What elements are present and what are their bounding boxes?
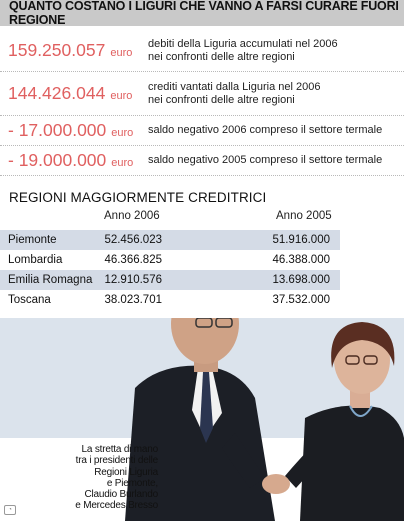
amount-unit: euro	[111, 126, 134, 139]
region-name: Emilia Romagna	[8, 274, 93, 286]
desc-line: debiti della Liguria accumulati nel 2006	[148, 37, 338, 50]
region-name: Toscana	[8, 294, 51, 306]
amount-unit: euro	[110, 46, 133, 59]
desc-line: crediti vantati dalla Liguria nel 2006	[148, 80, 321, 93]
photo-caption: La stretta di mano tra i presidenti dell…	[38, 444, 158, 512]
value-2005: 13.698.000	[272, 274, 330, 286]
table-row: Toscana 38.023.701 37.532.000	[0, 290, 340, 310]
page-header: QUANTO COSTANO I LIGURI CHE VANNO A FARS…	[0, 0, 404, 27]
column-header-2005: Anno 2005	[276, 210, 332, 222]
table-title: REGIONI MAGGIORMENTE CREDITRICI	[9, 190, 267, 205]
caption-line: e Piemonte,	[106, 477, 158, 489]
value-2005: 51.916.000	[272, 234, 330, 246]
clasped-hands	[262, 474, 290, 494]
amount-value: 144.426.044	[8, 83, 106, 103]
amount-unit: euro	[110, 89, 133, 102]
amount-value: - 19.000.000	[8, 150, 107, 170]
stat-description: saldo negativo 2005 compreso il settore …	[148, 146, 382, 175]
caption-line: Claudio Burlando	[84, 489, 158, 501]
publisher-logo-icon: ◔	[4, 505, 16, 515]
stat-description: debiti della Liguria accumulati nel 2006…	[148, 30, 338, 71]
stat-row-saldo-2006: - 17.000.000 euro saldo negativo 2006 co…	[0, 116, 404, 146]
stat-amount: - 19.000.000 euro	[8, 146, 133, 175]
handshake-illustration	[125, 318, 404, 521]
value-2006: 52.456.023	[104, 234, 162, 246]
stat-amount: 144.426.044 euro	[8, 72, 132, 115]
stat-row-crediti: 144.426.044 euro crediti vantati dalla L…	[0, 72, 404, 116]
stat-description: saldo negativo 2006 compreso il settore …	[148, 116, 382, 145]
header-title: QUANTO COSTANO I LIGURI CHE VANNO A FARS…	[9, 0, 399, 27]
caption-line: tra i presidenti delle	[75, 455, 159, 467]
woman-figure	[285, 322, 404, 521]
stat-row-debiti: 159.250.057 euro debiti della Liguria ac…	[0, 30, 404, 72]
table-row: Emilia Romagna 12.910.576 13.698.000	[0, 270, 340, 290]
amount-value: - 17.000.000	[8, 120, 107, 140]
man-figure	[125, 318, 275, 521]
amount-value: 159.250.057	[8, 40, 106, 60]
region-name: Lombardia	[8, 254, 63, 266]
caption-line: e Mercedes Bresso	[75, 500, 158, 512]
caption-line: La stretta di mano	[81, 444, 159, 455]
handshake-photo	[0, 318, 404, 521]
desc-line: nei confronti delle altre regioni	[148, 50, 295, 63]
value-2006: 38.023.701	[104, 294, 162, 306]
table-row: Piemonte 52.456.023 51.916.000	[0, 230, 340, 250]
value-2005: 46.388.000	[272, 254, 330, 266]
table-row: Lombardia 46.366.825 46.388.000	[0, 250, 340, 270]
desc-line: saldo negativo 2005 compreso il settore …	[148, 154, 383, 166]
stat-description: crediti vantati dalla Liguria nel 2006 n…	[148, 72, 320, 115]
stat-amount: 159.250.057 euro	[8, 30, 132, 71]
value-2005: 37.532.000	[272, 294, 330, 306]
value-2006: 12.910.576	[104, 274, 162, 286]
column-header-2006: Anno 2006	[104, 210, 160, 222]
region-name: Piemonte	[8, 234, 57, 246]
stat-row-saldo-2005: - 19.000.000 euro saldo negativo 2005 co…	[0, 146, 404, 176]
desc-line: nei confronti delle altre regioni	[148, 93, 295, 106]
stat-amount: - 17.000.000 euro	[8, 116, 133, 145]
value-2006: 46.366.825	[104, 254, 162, 266]
amount-unit: euro	[111, 156, 134, 169]
desc-line: saldo negativo 2006 compreso il settore …	[148, 124, 383, 136]
caption-line: Regioni Liguria	[94, 466, 158, 478]
